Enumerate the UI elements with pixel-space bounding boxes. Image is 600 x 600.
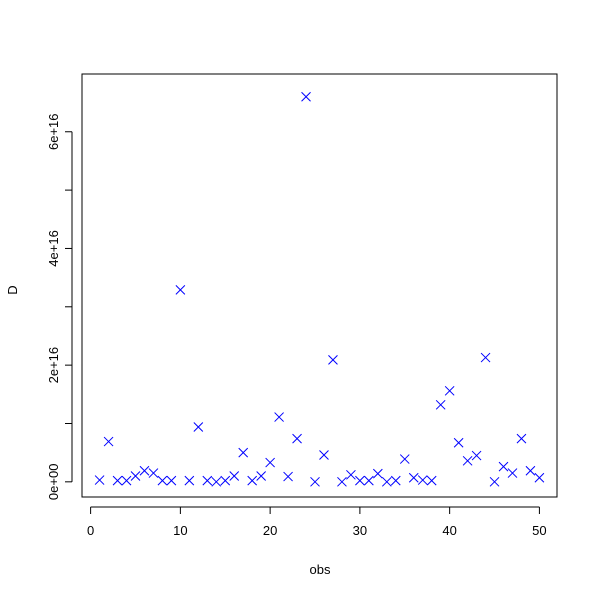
point <box>525 465 536 476</box>
point <box>220 475 231 486</box>
point <box>471 450 482 461</box>
point <box>364 475 374 486</box>
point <box>166 475 177 486</box>
point <box>408 472 419 483</box>
point <box>265 457 275 468</box>
point <box>175 285 186 295</box>
point <box>229 471 240 481</box>
point <box>381 476 392 487</box>
point <box>184 475 195 486</box>
point <box>534 472 545 483</box>
point <box>292 433 302 444</box>
point <box>507 468 518 478</box>
point <box>202 475 213 486</box>
x-tick-label: 10 <box>173 523 187 538</box>
point <box>319 450 329 460</box>
point <box>247 475 258 486</box>
x-tick-label: 40 <box>442 523 456 538</box>
point <box>121 475 132 486</box>
point <box>399 454 410 464</box>
point <box>462 455 473 466</box>
point <box>310 476 320 487</box>
x-tick-label: 50 <box>532 523 546 538</box>
point <box>148 468 159 478</box>
x-tick-label: 0 <box>87 523 94 538</box>
point <box>139 465 150 476</box>
y-tick-label: 2e+16 <box>46 347 61 384</box>
point <box>417 475 428 485</box>
point <box>498 461 509 472</box>
x-tick-label: 20 <box>263 523 277 538</box>
point <box>390 475 401 486</box>
point <box>346 469 356 480</box>
point <box>256 471 267 481</box>
point <box>444 385 455 396</box>
point <box>157 475 168 486</box>
x-axis-label: obs <box>310 562 331 577</box>
point <box>435 399 446 410</box>
x-tick-label: 30 <box>353 523 367 538</box>
point <box>103 436 114 447</box>
point <box>372 468 383 479</box>
point <box>130 471 141 481</box>
point <box>328 355 338 365</box>
point <box>426 475 437 486</box>
point <box>516 433 527 444</box>
point <box>489 476 500 487</box>
y-axis-label: D <box>5 285 20 294</box>
point <box>355 475 365 486</box>
plot-box <box>81 73 558 498</box>
point <box>283 471 293 482</box>
point <box>193 422 204 432</box>
y-tick-label: 4e+16 <box>46 230 61 267</box>
point <box>211 476 222 487</box>
point <box>94 475 105 485</box>
point <box>337 476 347 487</box>
point <box>301 91 311 102</box>
y-tick-label: 6e+16 <box>46 114 61 151</box>
y-tick-label: 0e+00 <box>46 464 61 501</box>
point <box>112 475 123 486</box>
point <box>238 447 249 458</box>
point <box>453 437 464 448</box>
point <box>274 412 284 422</box>
point <box>480 352 491 363</box>
